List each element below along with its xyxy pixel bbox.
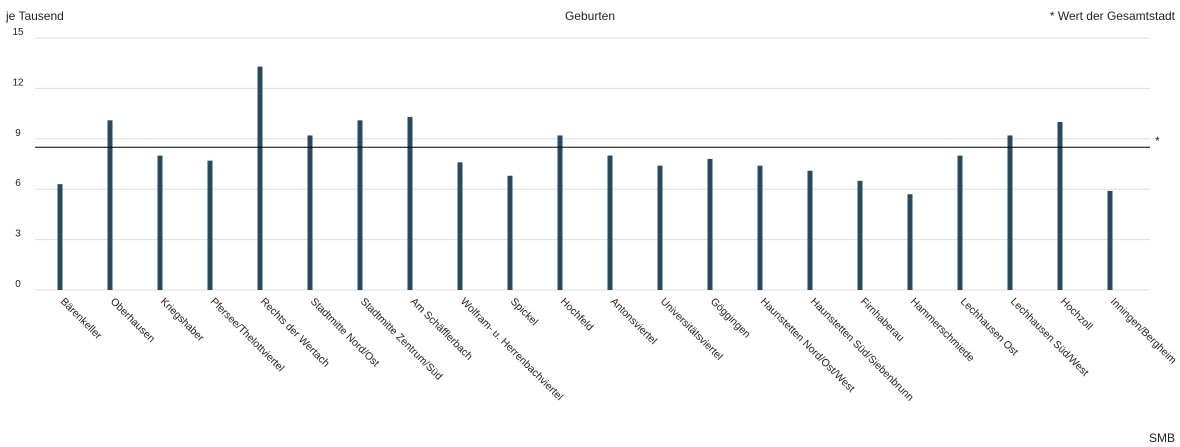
y-tick-label: 9 <box>15 128 21 139</box>
bar <box>907 194 913 290</box>
x-tick-label: Bärenkeller <box>58 296 104 342</box>
bar <box>757 165 763 290</box>
chart-title: Geburten <box>565 9 615 23</box>
bar <box>157 155 163 290</box>
bar <box>1107 190 1113 290</box>
bar <box>257 66 263 290</box>
reference-label: * <box>1155 134 1160 148</box>
note: * Wert der Gesamtstadt <box>1050 9 1176 23</box>
bar <box>807 170 813 290</box>
bar <box>507 175 513 290</box>
y-tick-label: 6 <box>15 178 21 189</box>
x-tick-label: Kriegshaber <box>158 296 207 345</box>
x-tick-label: Inningen/Bergheim <box>1108 296 1179 367</box>
bar <box>407 116 413 291</box>
x-tick-label: Firnhaberau <box>858 296 907 345</box>
x-tick-label: Stadtmitte Zentrum/Süd <box>358 296 445 383</box>
bar <box>307 135 313 290</box>
x-tick-label: Oberhausen <box>108 296 157 345</box>
bar <box>107 120 113 290</box>
x-tick-label: Hochzoll <box>1058 296 1095 333</box>
y-tick-label: 15 <box>12 27 24 38</box>
x-tick-label: Hochfeld <box>558 296 596 334</box>
x-tick-label: Spickel <box>508 296 540 328</box>
x-tick-label: Antonsviertel <box>608 296 659 347</box>
bar <box>357 120 363 290</box>
bar <box>1057 122 1063 290</box>
bar <box>1007 135 1013 290</box>
x-tick-label: Haunstetten Süd/Siebenbrunn <box>808 296 916 404</box>
x-tick-label: Haunstetten Nord/Ost/West <box>758 296 857 395</box>
y-tick-label: 0 <box>15 279 21 290</box>
bar <box>607 155 613 290</box>
bar <box>657 165 663 290</box>
x-tick-label: Wolfram- u. Herrenbachviertel <box>458 296 565 403</box>
y-tick-label: 12 <box>12 77 24 88</box>
source: SMB <box>1149 431 1175 445</box>
bar <box>857 180 863 290</box>
bar <box>557 135 563 290</box>
bar <box>957 155 963 290</box>
bar <box>57 184 63 290</box>
x-tick-label: Göggingen <box>708 296 753 341</box>
y-axis-label: je Tausend <box>5 9 64 23</box>
bar <box>707 158 713 290</box>
y-tick-label: 3 <box>15 229 21 240</box>
bar <box>457 162 463 290</box>
bar <box>207 160 213 290</box>
